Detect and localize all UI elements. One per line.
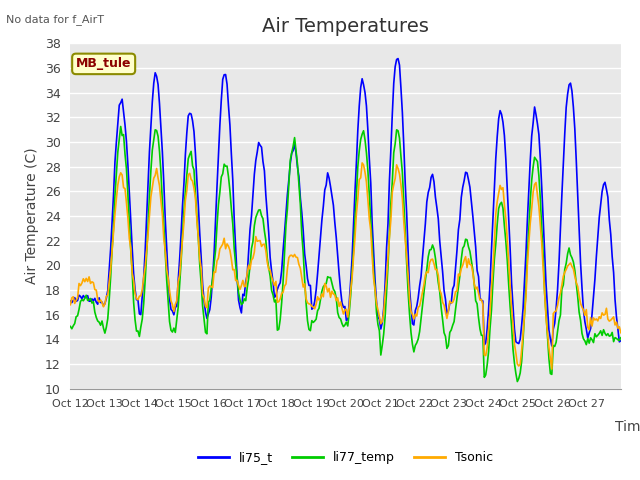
li77_temp bbox=[85, 297, 93, 302]
Tsonic bbox=[85, 274, 93, 280]
Tsonic bbox=[67, 302, 74, 308]
X-axis label: Time: Time bbox=[615, 420, 640, 434]
li77_temp bbox=[102, 324, 110, 330]
li77_temp bbox=[351, 217, 359, 223]
Tsonic bbox=[358, 160, 366, 166]
li77_temp bbox=[513, 379, 521, 384]
Line: li75_t: li75_t bbox=[70, 59, 621, 346]
Tsonic bbox=[616, 324, 623, 330]
Y-axis label: Air Temperature (C): Air Temperature (C) bbox=[25, 148, 39, 284]
li75_t bbox=[548, 343, 556, 349]
Text: No data for f_AirT: No data for f_AirT bbox=[6, 14, 104, 25]
Tsonic bbox=[548, 366, 556, 372]
li75_t bbox=[85, 299, 93, 304]
li75_t bbox=[460, 178, 468, 183]
Tsonic bbox=[349, 254, 357, 260]
li77_temp bbox=[117, 123, 125, 129]
li75_t bbox=[67, 298, 74, 304]
li75_t bbox=[394, 56, 402, 61]
li75_t bbox=[617, 338, 625, 344]
li77_temp bbox=[617, 335, 625, 341]
Text: MB_tule: MB_tule bbox=[76, 58, 131, 71]
li77_temp bbox=[460, 243, 468, 249]
li75_t bbox=[349, 222, 357, 228]
Tsonic bbox=[617, 330, 625, 336]
Line: Tsonic: Tsonic bbox=[70, 163, 621, 369]
li75_t bbox=[542, 282, 550, 288]
li77_temp bbox=[543, 334, 551, 339]
li75_t bbox=[616, 339, 623, 345]
Title: Air Temperatures: Air Temperatures bbox=[262, 17, 429, 36]
Tsonic bbox=[460, 257, 468, 263]
Line: li77_temp: li77_temp bbox=[70, 126, 621, 382]
Tsonic bbox=[102, 293, 110, 299]
li77_temp bbox=[616, 337, 623, 343]
Legend: li75_t, li77_temp, Tsonic: li75_t, li77_temp, Tsonic bbox=[193, 446, 499, 469]
Tsonic bbox=[542, 315, 550, 321]
li77_temp bbox=[67, 324, 74, 329]
li75_t bbox=[102, 296, 110, 301]
